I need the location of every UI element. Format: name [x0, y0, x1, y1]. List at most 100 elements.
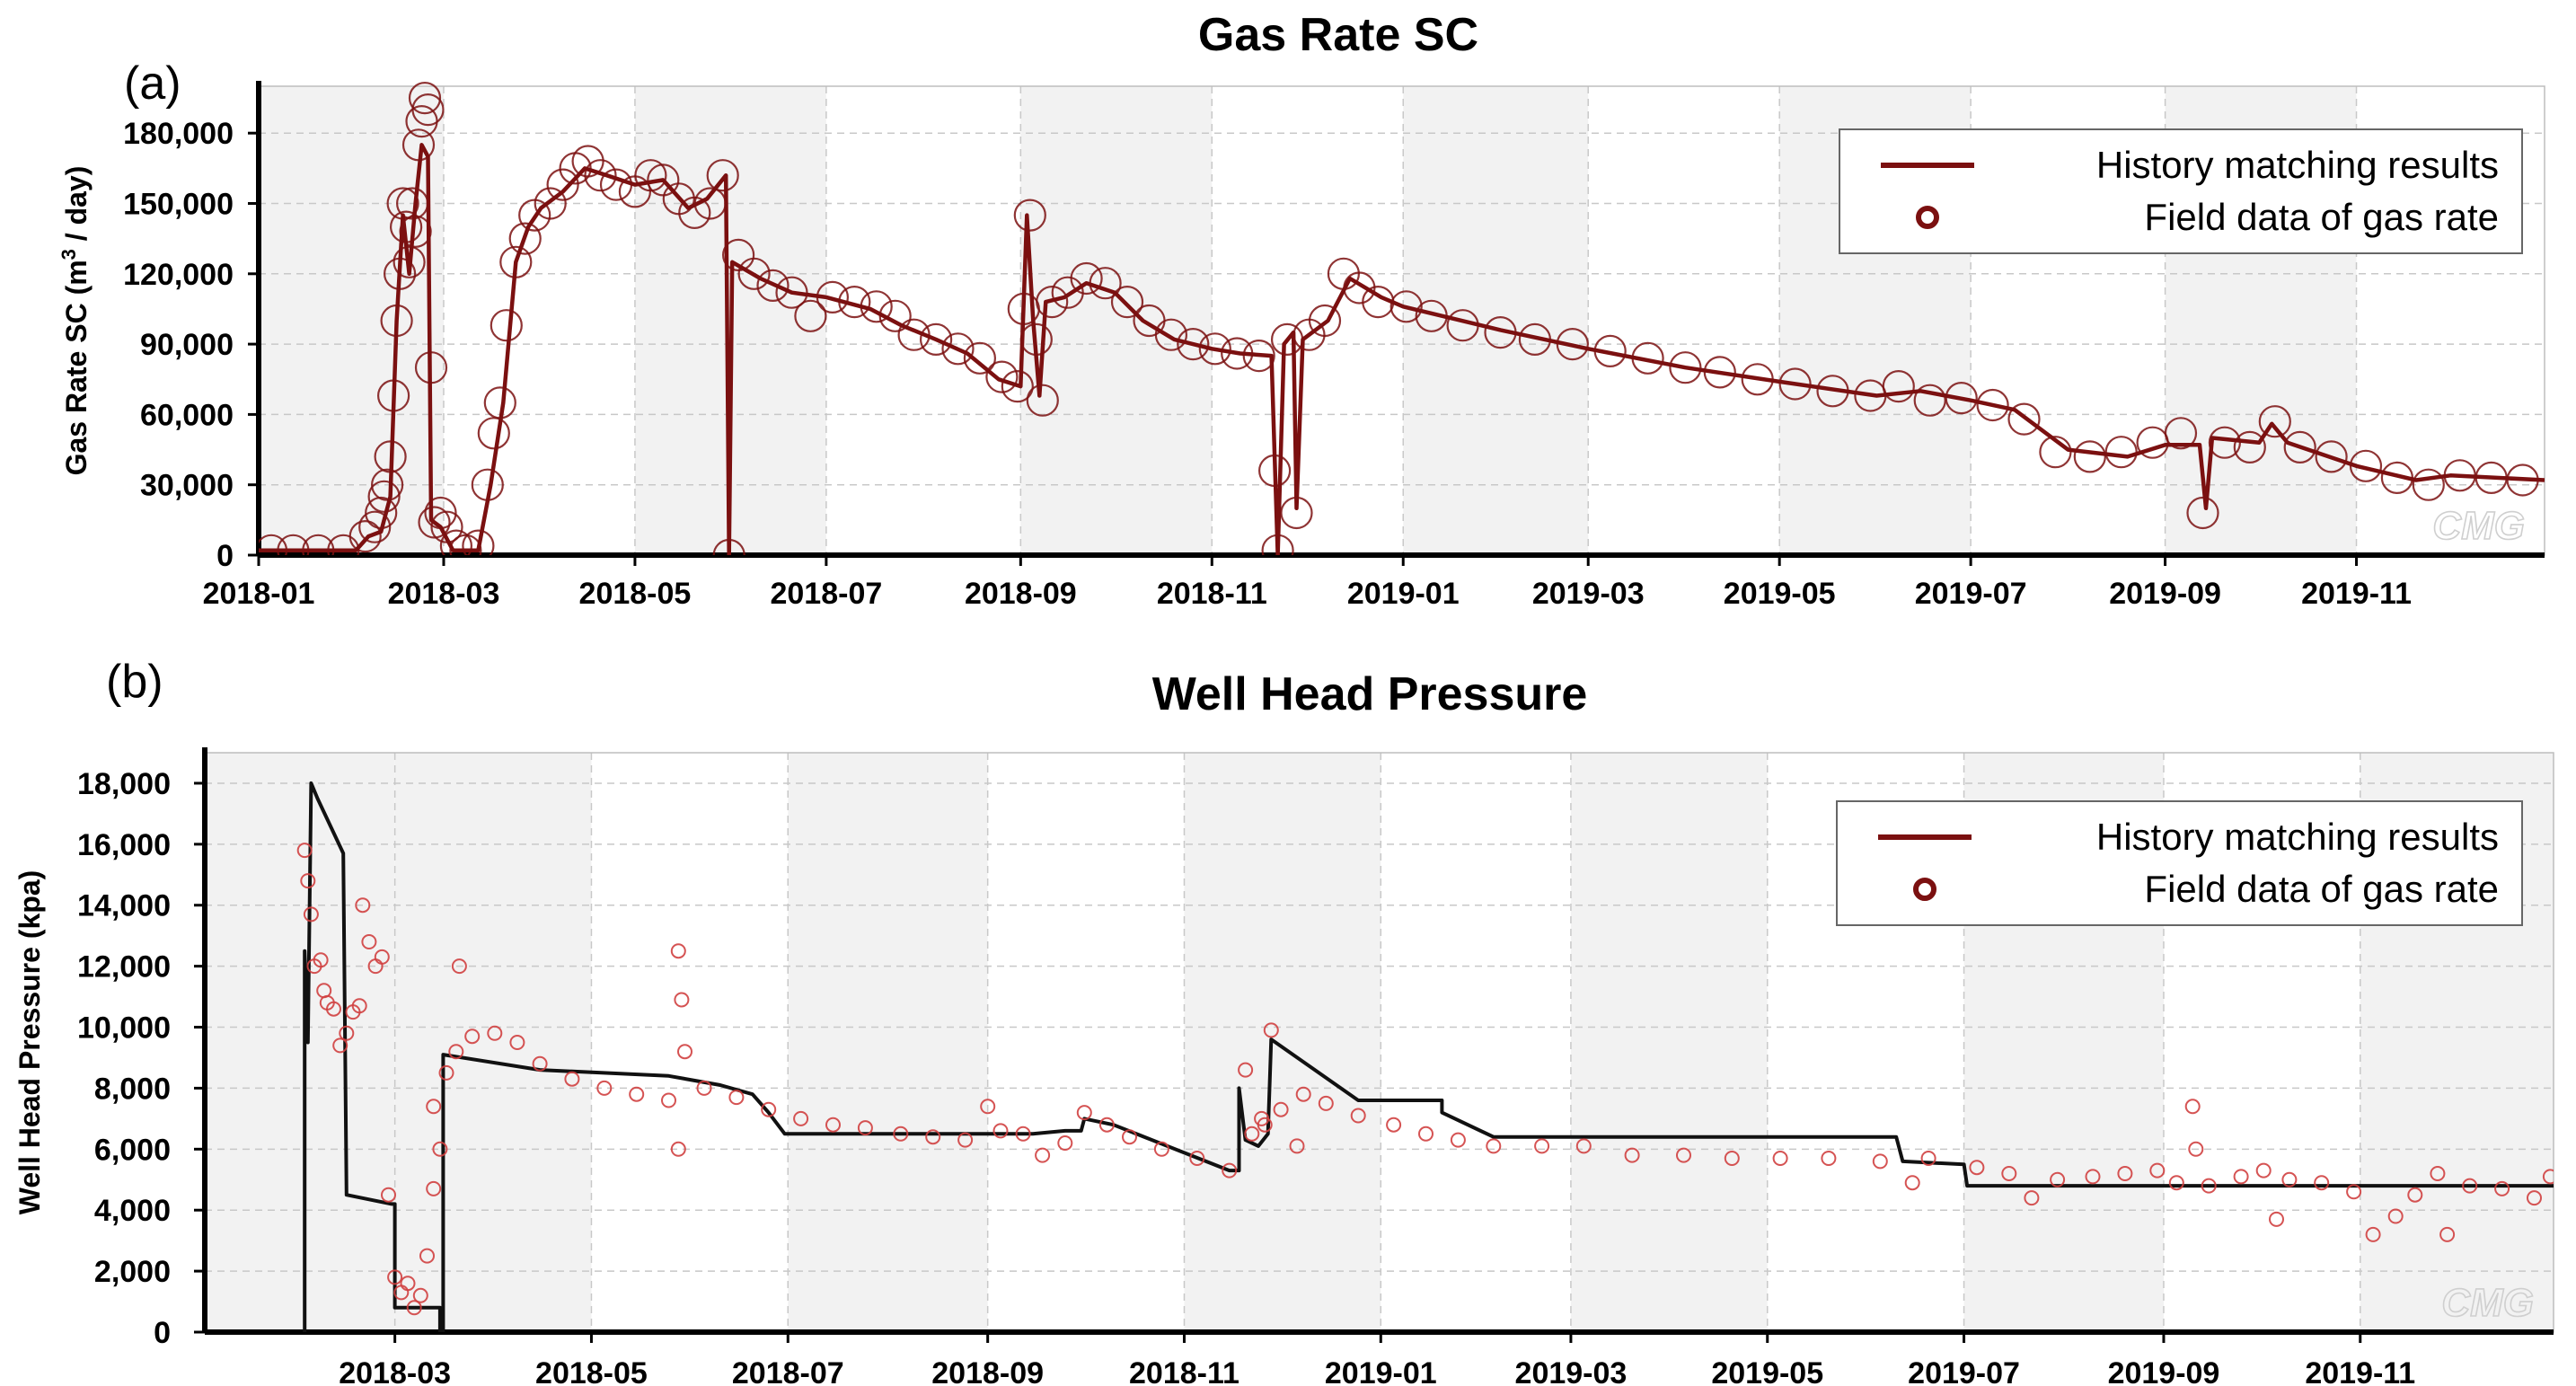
field-data-point	[1273, 1101, 1289, 1117]
field-data-point	[1122, 1129, 1137, 1145]
field-data-point	[1070, 261, 1103, 296]
field-data-point	[534, 187, 567, 220]
field-data-point	[629, 1086, 645, 1102]
field-data-point	[677, 1044, 693, 1060]
field-data-point	[339, 1025, 355, 1041]
field-data-point	[374, 440, 407, 473]
field-data-point	[2412, 468, 2445, 501]
field-data-point	[408, 81, 442, 115]
field-data-point	[426, 1180, 442, 1196]
plot-band	[1403, 86, 1589, 555]
field-data-point	[1177, 328, 1210, 361]
panel-label: (a)	[124, 57, 181, 110]
field-data-point	[1969, 1160, 1985, 1176]
field-data-point	[816, 280, 850, 313]
field-data-point	[825, 1117, 841, 1133]
field-data-point	[384, 257, 417, 290]
plot-band	[394, 753, 592, 1332]
field-data-point	[396, 187, 429, 220]
field-data-point	[599, 168, 633, 201]
field-data-point	[411, 93, 445, 127]
field-data-point	[728, 1090, 745, 1106]
field-data-point	[2184, 1099, 2201, 1115]
field-data-point	[1389, 290, 1423, 323]
field-data-point	[326, 1001, 341, 1017]
legend-label-marker: Field data of gas rate	[2144, 196, 2499, 238]
field-data-point	[508, 222, 542, 255]
x-tick-label: 2019-09	[2109, 577, 2221, 611]
field-data-point	[426, 1099, 442, 1115]
field-data-point	[2315, 440, 2348, 473]
field-data-point	[963, 341, 997, 375]
field-data-point	[1350, 1108, 1366, 1124]
field-data-point	[2281, 1171, 2298, 1187]
field-data-point	[332, 1037, 348, 1054]
field-data-point	[2085, 1169, 2101, 1185]
field-data-point	[1076, 1105, 1092, 1121]
legend: History matching results Field data of ga…	[1839, 128, 2523, 254]
field-data-point	[1446, 309, 1479, 342]
y-axis-label-main: Gas Rate SC (m	[60, 260, 93, 475]
field-data-point	[483, 386, 516, 419]
x-tick-label: 2018-03	[339, 1356, 451, 1386]
field-data-point	[1289, 1138, 1305, 1154]
field-data-point	[1019, 322, 1053, 356]
field-data-point	[2269, 1211, 2284, 1227]
y-axis-label: Well Head Pressure (kpa)	[13, 870, 46, 1215]
field-data-point	[857, 1120, 873, 1136]
field-data-point	[439, 529, 472, 555]
field-data-point	[1575, 1138, 1592, 1154]
y-tick-label: 4,000	[94, 1194, 171, 1228]
field-data-point	[387, 1269, 403, 1285]
field-data-point	[1026, 384, 1059, 417]
x-tick-label: 2018-05	[579, 577, 692, 611]
legend-label-marker: Field data of gas rate	[2144, 868, 2499, 910]
field-data-point	[1280, 496, 1313, 530]
field-data-point	[696, 1080, 712, 1096]
watermark-logo: CMG	[2441, 1281, 2534, 1325]
x-tick-label: 2019-07	[1915, 577, 2027, 611]
legend-label-line: History matching results	[2096, 816, 2499, 858]
field-data-point	[2024, 1190, 2040, 1206]
plot-band	[1184, 753, 1381, 1332]
field-data-point	[386, 187, 419, 220]
field-data-point	[1057, 1135, 1073, 1151]
panel-label: (b)	[106, 656, 163, 708]
field-data-point	[1263, 1022, 1279, 1038]
field-data-point	[374, 949, 390, 965]
x-tick-label: 2018-07	[732, 1356, 844, 1386]
field-data-point	[1015, 1126, 1031, 1142]
field-data-point	[1624, 1147, 1640, 1163]
field-data-point	[438, 1064, 454, 1081]
field-data-point	[2314, 1175, 2330, 1191]
field-data-point	[358, 510, 392, 543]
y-tick-label: 2,000	[94, 1255, 171, 1289]
field-data-point	[2001, 1166, 2017, 1181]
field-data-point	[1703, 356, 1736, 389]
field-data-point	[418, 506, 451, 539]
watermark-logo: CMG	[2432, 504, 2525, 548]
field-data-point	[564, 1071, 580, 1087]
field-data-point	[471, 468, 504, 501]
y-tick-label: 150,000	[123, 188, 234, 222]
field-data-point	[1386, 1117, 1402, 1133]
field-data-point	[634, 159, 667, 192]
field-data-point	[381, 1187, 396, 1203]
field-data-point	[737, 257, 771, 290]
legend-box	[1836, 800, 2523, 926]
field-data-point	[2104, 436, 2138, 469]
field-data-point	[1518, 322, 1552, 356]
field-data-point	[919, 322, 953, 356]
field-data-point	[1741, 363, 1774, 396]
field-data-point	[2527, 1190, 2542, 1206]
field-data-point	[1669, 351, 1702, 384]
field-data-point	[957, 1132, 974, 1148]
field-data-point	[2494, 1180, 2510, 1196]
field-data-point	[1631, 341, 1664, 375]
series-marker-group	[259, 81, 2539, 555]
field-data-point	[1913, 384, 1946, 417]
x-tick-label: 2019-03	[1532, 577, 1645, 611]
field-data-point	[2542, 1169, 2554, 1185]
field-data-point	[399, 215, 432, 248]
field-data-point	[925, 1129, 941, 1145]
